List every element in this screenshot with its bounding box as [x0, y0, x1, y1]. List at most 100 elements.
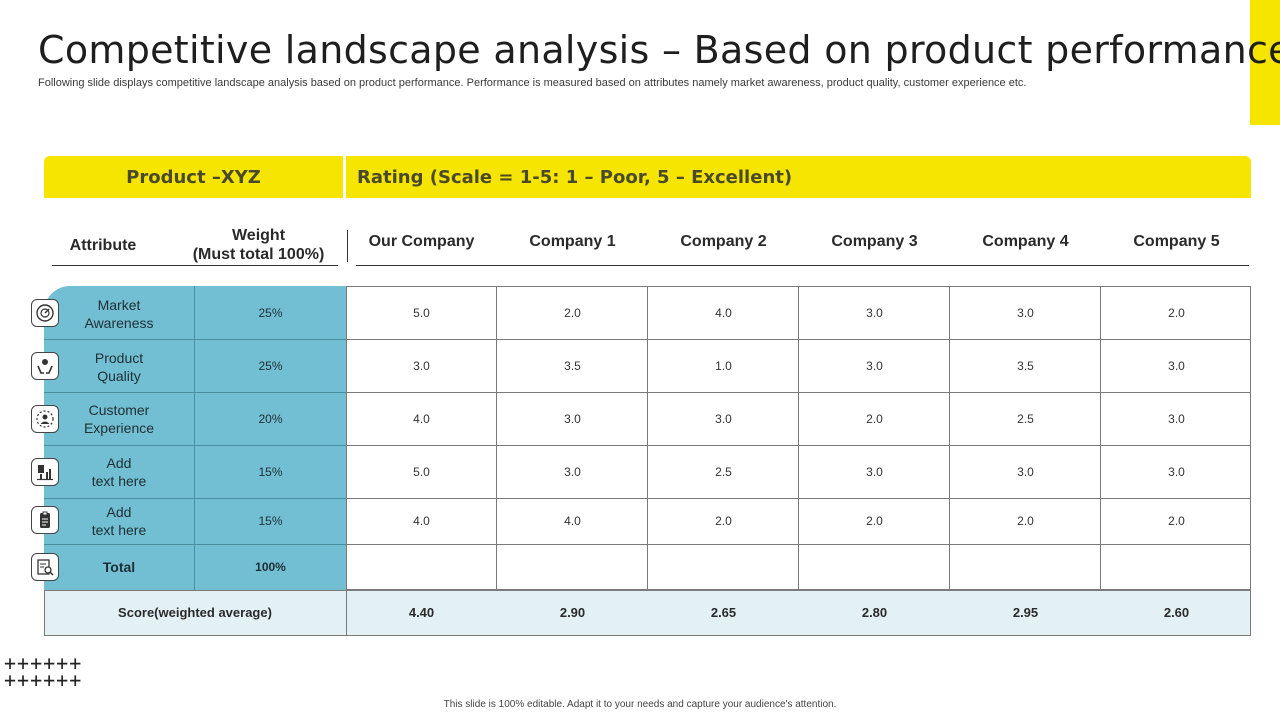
panel-row-divider: [44, 498, 346, 499]
rating-cell: 3.0: [1168, 412, 1185, 426]
dollar-chart-icon: [31, 458, 59, 486]
attribute-label-line2: Awareness: [84, 315, 154, 331]
rating-band: Rating (Scale = 1-5: 1 – Poor, 5 – Excel…: [346, 156, 1251, 198]
rating-cell: 1.0: [715, 359, 732, 373]
panel-row-divider: [44, 339, 346, 340]
score-company-2: 2.65: [710, 605, 737, 620]
attribute-label: Add text here: [64, 503, 174, 539]
header-company-5: Company 5: [1133, 233, 1220, 250]
rating-cell: 3.0: [1168, 465, 1185, 479]
header-divider: [347, 230, 348, 262]
header-weight: Weight (Must total 100%): [186, 226, 331, 264]
rating-cell: 2.0: [1168, 514, 1185, 528]
slide-subtitle: Following slide displays competitive lan…: [38, 77, 1027, 89]
attribute-label-line2: Experience: [83, 420, 155, 436]
grid-column-line: [798, 286, 799, 636]
weight-value: 15%: [258, 465, 283, 479]
rating-cell: 2.0: [866, 412, 883, 426]
weight-value: 20%: [258, 412, 283, 426]
grid-row-line: [346, 445, 1251, 446]
header-underline-right: [356, 265, 1249, 266]
score-company-3: 2.80: [861, 605, 888, 620]
score-column-line: [346, 590, 347, 636]
score-company-5: 2.60: [1163, 605, 1190, 620]
rating-cell: 4.0: [413, 514, 430, 528]
rating-cell: 3.0: [866, 359, 883, 373]
rating-cell: 2.0: [1017, 514, 1034, 528]
rating-cell: 4.0: [715, 306, 732, 320]
header-company-3: Company 3: [831, 233, 918, 250]
slide-title: Competitive landscape analysis – Based o…: [38, 28, 1280, 72]
gauge-icon: [31, 299, 59, 327]
attribute-label-line2: text here: [91, 473, 147, 489]
customer-icon: [31, 405, 59, 433]
rating-cell: 3.0: [715, 412, 732, 426]
plus-pattern: ++++++ ++++++: [4, 653, 119, 692]
score-company-1: 2.90: [559, 605, 586, 620]
slide-footer: This slide is 100% editable. Adapt it to…: [443, 699, 837, 710]
rating-cell: 3.0: [564, 465, 581, 479]
grid-column-line: [647, 286, 648, 636]
rating-cell: 3.0: [413, 359, 430, 373]
corner-accent-bar: [1250, 0, 1280, 125]
grid-column-line: [496, 286, 497, 636]
header-company-4: Company 4: [982, 233, 1069, 250]
attribute-weight-divider: [194, 286, 195, 590]
hands-quality-icon: [31, 352, 59, 380]
attribute-label-line2: Quality: [97, 368, 141, 384]
header-company-2: Company 2: [680, 233, 767, 250]
attribute-label: Customer Experience: [64, 401, 174, 437]
attribute-label-line1: Market: [97, 297, 141, 313]
rating-cell: 2.0: [715, 514, 732, 528]
plus-pattern-row: ++++++: [4, 668, 83, 692]
rating-cell: 3.0: [1168, 359, 1185, 373]
score-company-4: 2.95: [1012, 605, 1039, 620]
plus-pattern-row: ++++++: [4, 651, 83, 675]
rating-cell: 3.0: [866, 465, 883, 479]
clipboard-icon: [31, 506, 59, 534]
weight-value: 15%: [258, 514, 283, 528]
header-weight-line2: (Must total 100%): [192, 246, 325, 263]
rating-cell: 3.0: [1017, 465, 1034, 479]
panel-row-divider: [44, 544, 346, 545]
rating-cell: 2.5: [715, 465, 732, 479]
rating-cell: 3.0: [1017, 306, 1034, 320]
total-label: Total: [102, 559, 136, 575]
attribute-label-line1: Customer: [88, 402, 150, 418]
product-band: Product –XYZ: [44, 156, 343, 198]
score-row: [44, 590, 1251, 636]
rating-cell: 3.0: [866, 306, 883, 320]
score-label: Score(weighted average): [118, 605, 272, 620]
rating-cell: 2.0: [866, 514, 883, 528]
grid-row-line: [346, 498, 1251, 499]
attribute-label: Product Quality: [64, 349, 174, 385]
grid-column-line: [949, 286, 950, 636]
attribute-label: Market Awareness: [64, 296, 174, 332]
rating-cell: 3.5: [1017, 359, 1034, 373]
rating-cell: 3.5: [564, 359, 581, 373]
panel-row-divider: [44, 445, 346, 446]
rating-cell: 2.0: [564, 306, 581, 320]
rating-cell: 4.0: [413, 412, 430, 426]
attribute-label-line1: Add: [106, 504, 132, 520]
header-weight-line1: Weight: [231, 227, 286, 244]
attribute-label-line1: Product: [94, 350, 144, 366]
header-attribute: Attribute: [69, 237, 137, 254]
attribute-label-line1: Add: [106, 455, 132, 471]
rating-cell: 2.5: [1017, 412, 1034, 426]
attribute-label-line2: text here: [91, 522, 147, 538]
rating-cell: 5.0: [413, 306, 430, 320]
header-underline-left: [52, 265, 338, 266]
attribute-label: Add text here: [64, 454, 174, 490]
score-our-company: 4.40: [408, 605, 435, 620]
rating-cell: 5.0: [413, 465, 430, 479]
weight-value: 25%: [258, 306, 283, 320]
panel-row-divider: [44, 392, 346, 393]
rating-cell: 3.0: [564, 412, 581, 426]
rating-cell: 2.0: [1168, 306, 1185, 320]
grid-column-line: [1100, 286, 1101, 636]
grid-row-line: [346, 392, 1251, 393]
report-search-icon: [31, 553, 59, 581]
grid-row-line: [346, 339, 1251, 340]
attribute-panel: [44, 286, 346, 590]
